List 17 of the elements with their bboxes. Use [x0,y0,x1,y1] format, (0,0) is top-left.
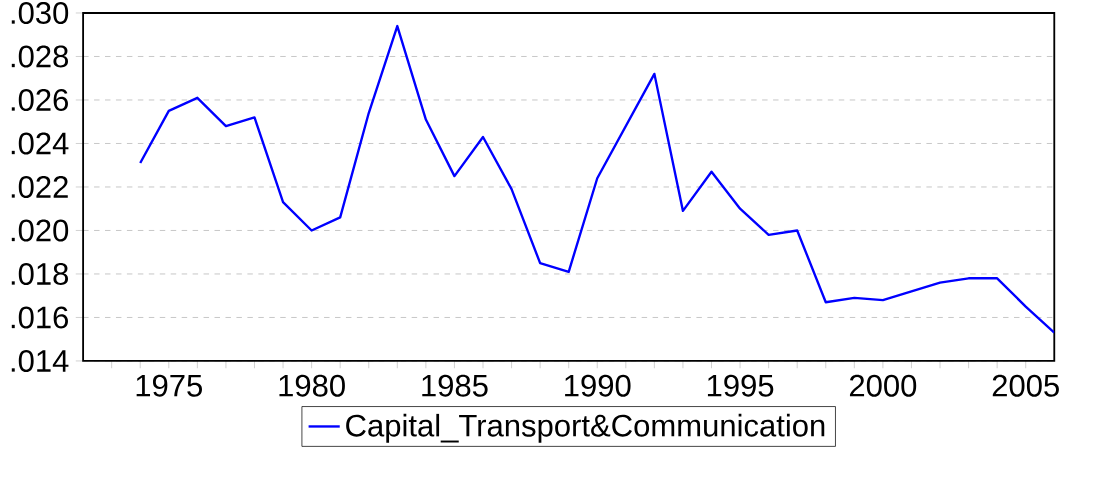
x-tick-label: 1995 [707,374,774,397]
legend-label: Capital_Transport&Communication [346,413,825,443]
y-tick-label: .028 [11,45,68,68]
x-tick-label: 1985 [422,374,488,397]
y-tick-label: .020 [11,219,69,242]
y-tick-label: .014 [11,349,69,372]
x-tick-label: 2000 [849,374,917,397]
y-tick-label: .018 [11,262,68,285]
x-tick-label: 1980 [279,374,345,397]
x-tick-label: 1990 [565,374,631,397]
y-tick-label: .022 [11,175,68,198]
y-tick-label: .026 [11,88,68,111]
x-tick-label: 1975 [136,374,202,397]
y-tick-label: .024 [11,132,69,155]
y-tick-label: .030 [11,1,69,24]
x-tick-label: 2005 [992,374,1059,397]
y-tick-label: .016 [11,306,68,329]
